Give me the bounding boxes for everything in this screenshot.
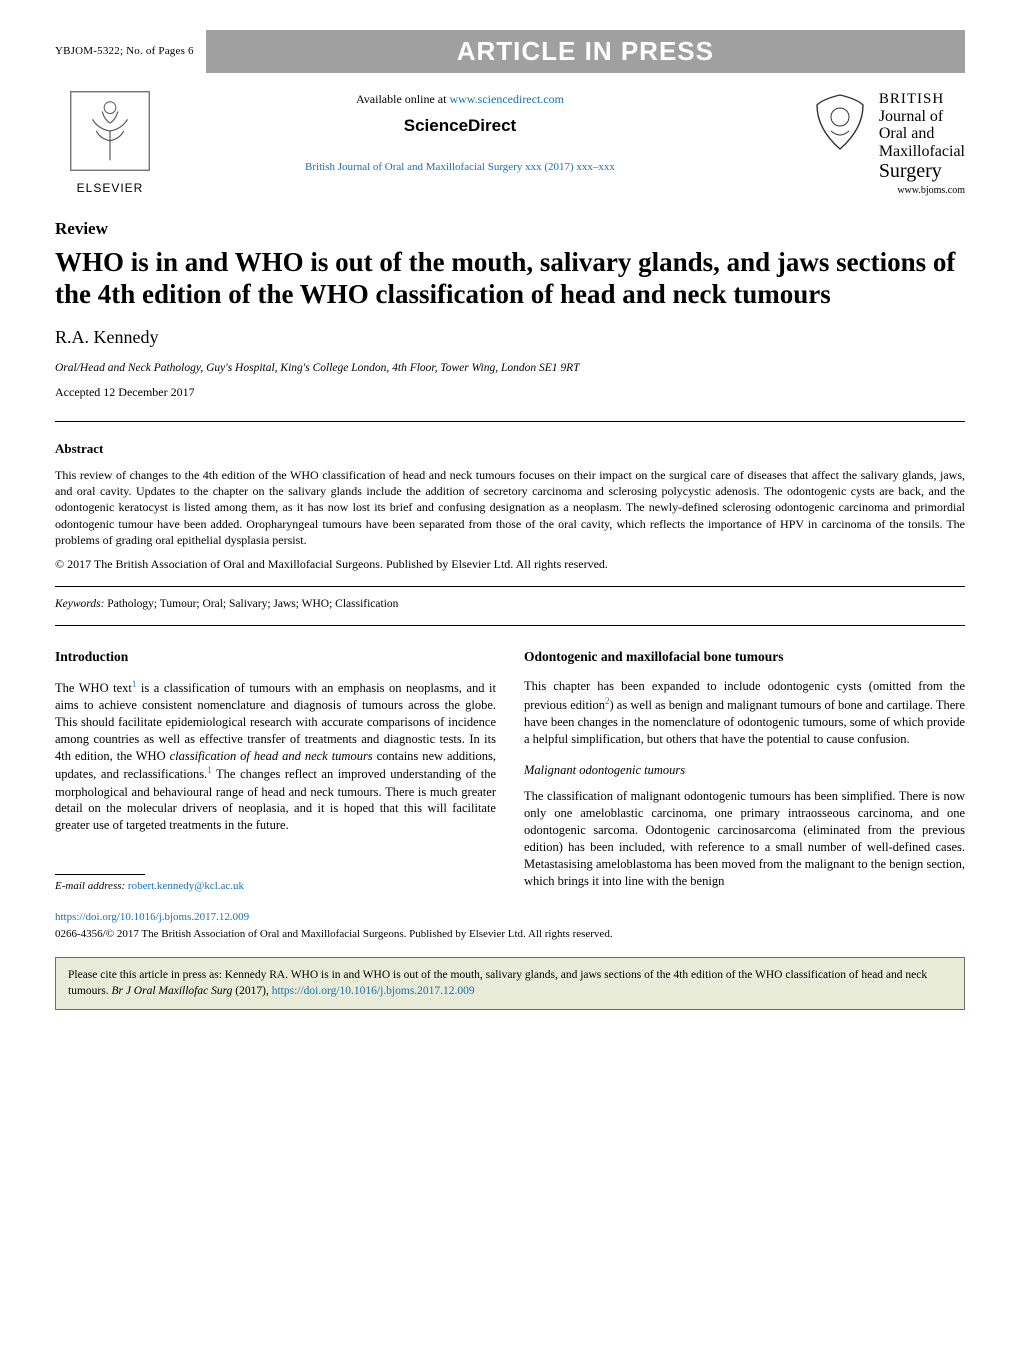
odonto-p1: This chapter has been expanded to includ… (524, 678, 965, 748)
abstract-text: This review of changes to the 4th editio… (55, 467, 965, 548)
article-title: WHO is in and WHO is out of the mouth, s… (55, 247, 965, 311)
doi-link[interactable]: https://doi.org/10.1016/j.bjoms.2017.12.… (55, 910, 965, 925)
sciencedirect-url-link[interactable]: www.sciencedirect.com (449, 92, 564, 106)
journal-title-l4: Maxillofacial (879, 143, 965, 161)
journal-logo-block: BRITISH Journal of Oral and Maxillofacia… (755, 91, 965, 198)
cite-as-box: Please cite this article in press as: Ke… (55, 957, 965, 1010)
right-column: Odontogenic and maxillofacial bone tumou… (524, 648, 965, 900)
left-column: Introduction The WHO text1 is a classifi… (55, 648, 496, 900)
article-type: Review (55, 218, 965, 241)
keywords-line: Keywords: Pathology; Tumour; Oral; Saliv… (55, 587, 965, 625)
email-label: E-mail address: (55, 880, 128, 892)
available-prefix: Available online at (356, 92, 449, 106)
article-in-press-banner: ARTICLE IN PRESS (206, 30, 965, 73)
journal-citation-link[interactable]: British Journal of Oral and Maxillofacia… (175, 160, 745, 175)
publisher-header: ELSEVIER Available online at www.science… (55, 91, 965, 198)
journal-title-l5: Surgery (879, 160, 965, 182)
article-id: YBJOM-5322; No. of Pages 6 (55, 44, 194, 59)
corresponding-footnote: E-mail address: robert.kennedy@kcl.ac.uk (55, 879, 496, 894)
keywords-values: Pathology; Tumour; Oral; Salivary; Jaws;… (104, 598, 398, 610)
journal-title-l1: BRITISH (879, 91, 965, 108)
body-columns: Introduction The WHO text1 is a classifi… (55, 648, 965, 900)
journal-crest-icon (809, 91, 871, 153)
malignant-p: The classification of malignant odontoge… (524, 788, 965, 889)
sciencedirect-wordmark: ScienceDirect (175, 115, 745, 138)
accepted-date: Accepted 12 December 2017 (55, 384, 965, 400)
journal-title-block: BRITISH Journal of Oral and Maxillofacia… (879, 91, 965, 182)
malignant-subheading: Malignant odontogenic tumours (524, 762, 965, 779)
header-strip: YBJOM-5322; No. of Pages 6 ARTICLE IN PR… (55, 30, 965, 73)
intro-heading: Introduction (55, 648, 496, 666)
journal-title-l3: Oral and (879, 125, 965, 143)
intro-p1a: The WHO text (55, 681, 132, 695)
cite-doi-link[interactable]: https://doi.org/10.1016/j.bjoms.2017.12.… (272, 985, 475, 997)
odonto-heading: Odontogenic and maxillofacial bone tumou… (524, 648, 965, 666)
abstract-block: Abstract This review of changes to the 4… (55, 421, 965, 626)
available-online-line: Available online at www.sciencedirect.co… (175, 91, 745, 107)
abstract-copyright: © 2017 The British Association of Oral a… (55, 556, 965, 572)
center-header: Available online at www.sciencedirect.co… (165, 91, 755, 175)
journal-url-link[interactable]: www.bjoms.com (755, 184, 965, 198)
article-author: R.A. Kennedy (55, 325, 965, 349)
cite-journal-ital: Br J Oral Maxillofac Surg (111, 985, 232, 997)
elsevier-logo-block: ELSEVIER (55, 91, 165, 196)
article-affiliation: Oral/Head and Neck Pathology, Guy's Hosp… (55, 361, 965, 377)
intro-paragraph: The WHO text1 is a classification of tum… (55, 678, 496, 834)
abstract-heading: Abstract (55, 440, 965, 458)
journal-title-l2: Journal of (879, 108, 965, 126)
footnote-rule (55, 874, 145, 875)
author-email-link[interactable]: robert.kennedy@kcl.ac.uk (128, 880, 244, 892)
elsevier-tree-icon (70, 91, 150, 171)
intro-p1-ital: classification of head and neck tumours (170, 749, 373, 763)
keywords-label: Keywords: (55, 598, 104, 610)
cite-text-b: (2017), (232, 985, 271, 997)
footer-copyright: 0266-4356/© 2017 The British Association… (55, 927, 965, 942)
elsevier-label: ELSEVIER (55, 180, 165, 196)
